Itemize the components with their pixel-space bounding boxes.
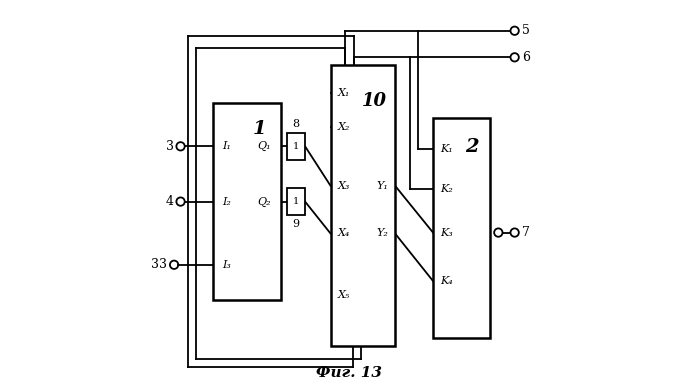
Text: X₁: X₁ — [338, 88, 350, 98]
Text: K₁: K₁ — [440, 144, 453, 154]
Text: 4: 4 — [166, 195, 174, 208]
Bar — [287, 133, 305, 160]
Bar — [433, 118, 490, 338]
Text: 9: 9 — [292, 218, 300, 229]
Text: Q₂: Q₂ — [257, 197, 271, 207]
Text: I₂: I₂ — [222, 197, 231, 206]
Bar — [331, 65, 395, 346]
Text: K₃: K₃ — [440, 228, 453, 237]
Text: K₄: K₄ — [440, 276, 453, 286]
Text: X₂: X₂ — [338, 122, 350, 132]
Text: 7: 7 — [522, 226, 530, 239]
Text: 33: 33 — [151, 258, 167, 271]
Text: X₃: X₃ — [338, 181, 350, 191]
Text: Фиг. 13: Фиг. 13 — [317, 366, 382, 380]
Text: 1: 1 — [252, 120, 266, 137]
Text: 1: 1 — [293, 142, 299, 151]
Bar — [287, 188, 305, 215]
Text: X₅: X₅ — [338, 290, 350, 300]
Text: K₂: K₂ — [440, 184, 453, 194]
Text: I₁: I₁ — [222, 141, 231, 151]
Bar — [212, 103, 281, 300]
Text: Y₂: Y₂ — [376, 229, 388, 239]
Text: 3: 3 — [166, 140, 174, 153]
Text: I₃: I₃ — [222, 260, 231, 270]
Text: 10: 10 — [362, 92, 387, 111]
Text: Y₁: Y₁ — [376, 181, 388, 191]
Text: 1: 1 — [293, 197, 299, 206]
Text: X₄: X₄ — [338, 229, 350, 239]
Text: 8: 8 — [292, 119, 300, 129]
Text: Q₁: Q₁ — [257, 141, 271, 151]
Text: 6: 6 — [522, 51, 531, 64]
Text: 5: 5 — [522, 24, 530, 37]
Text: 2: 2 — [465, 138, 479, 156]
